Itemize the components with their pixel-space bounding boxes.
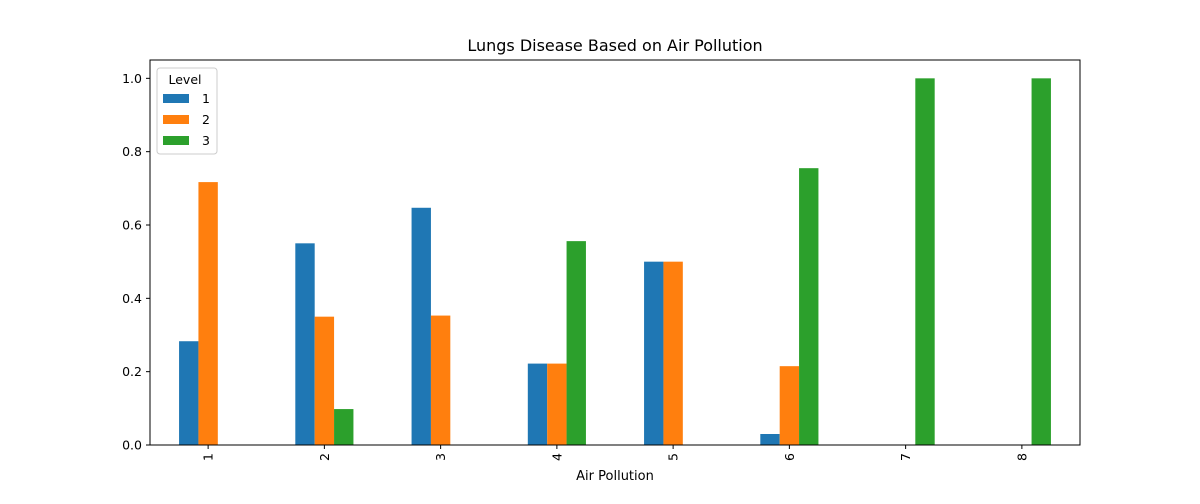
bar-level-1-x1 [179, 341, 199, 445]
bar-level-1-x5 [644, 261, 664, 445]
x-tick-label: 1 [201, 453, 216, 461]
bar-level-1-x3 [411, 207, 431, 445]
legend-swatch-level-1 [163, 94, 189, 103]
bar-level-3-x6 [799, 168, 819, 446]
bar-level-1-x6 [760, 434, 780, 445]
bar-level-3-x7 [915, 78, 935, 445]
bar-level-2-x2 [314, 316, 335, 445]
legend-label-level-1: 1 [202, 91, 210, 106]
legend-title: Level [169, 72, 202, 87]
legend-label-level-3: 3 [202, 133, 210, 148]
x-tick-label: 2 [317, 453, 332, 461]
chart-title: Lungs Disease Based on Air Pollution [467, 36, 762, 55]
bar-level-2-x4 [547, 363, 567, 445]
bar-level-2-x1 [198, 182, 218, 445]
bar-level-2-x5 [663, 261, 683, 445]
legend-box [156, 67, 218, 155]
legend: Level 1 2 3 [156, 67, 218, 155]
bar-level-2-x6 [779, 366, 800, 445]
y-tick-label: 0.6 [122, 218, 142, 233]
bar-level-2-x3 [430, 315, 451, 445]
legend-swatch-level-3 [163, 136, 189, 145]
plot-area: 0.0 0.2 0.4 0.6 0.8 1.0 1 2 3 4 5 6 7 8 [122, 59, 1081, 461]
plot-frame [149, 59, 1081, 446]
x-tick-label: 8 [1014, 453, 1029, 461]
bar-level-1-x4 [527, 363, 548, 445]
y-tick-label: 1.0 [122, 71, 142, 86]
legend-label-level-2: 2 [202, 112, 210, 127]
legend-swatch-level-2 [163, 115, 189, 124]
x-tick-label: 3 [433, 453, 448, 461]
y-tick-label: 0.0 [122, 438, 142, 453]
bar-level-3-x2 [334, 409, 354, 445]
x-tick-label: 7 [898, 453, 913, 461]
x-axis-label: Air Pollution [576, 469, 654, 484]
bar-level-1-x2 [295, 243, 315, 445]
y-tick-label: 0.8 [122, 144, 142, 159]
bar-level-3-x8 [1031, 78, 1051, 445]
x-tick-label: 4 [549, 453, 564, 461]
y-tick-label: 0.2 [122, 364, 142, 379]
x-tick-label: 5 [666, 453, 681, 461]
y-tick-label: 0.4 [122, 291, 142, 306]
x-tick-label: 6 [782, 453, 797, 461]
bar-level-3-x4 [566, 241, 586, 445]
